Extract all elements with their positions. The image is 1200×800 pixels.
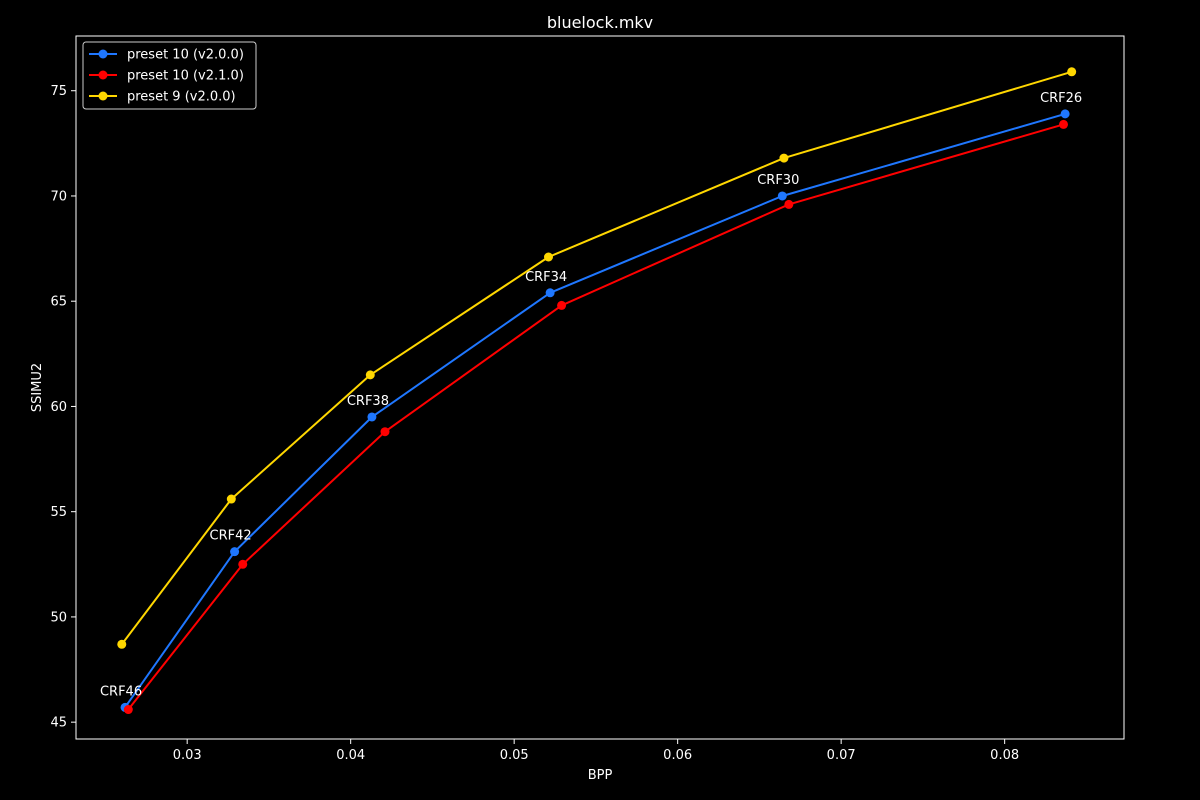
crf-annotation: CRF26 (1040, 91, 1082, 106)
crf-annotation: CRF42 (210, 529, 252, 544)
legend-swatch-marker (98, 91, 108, 101)
data-point (367, 412, 377, 422)
x-tick-label: 0.07 (827, 748, 856, 763)
data-point (543, 252, 553, 262)
data-point (557, 300, 567, 310)
data-point (123, 705, 133, 715)
x-tick-label: 0.03 (173, 748, 202, 763)
series-layer (117, 67, 1077, 715)
y-tick-label: 45 (50, 716, 67, 731)
x-tick-label: 0.08 (990, 748, 1019, 763)
y-tick-label: 75 (50, 84, 67, 99)
y-tick-label: 70 (50, 189, 67, 204)
y-axis: 45 50 55 60 65 70 75 (50, 84, 76, 731)
crf-annotation: CRF34 (525, 270, 567, 285)
y-tick-label: 60 (50, 400, 67, 415)
legend-label: preset 9 (v2.0.0) (127, 90, 236, 105)
x-tick-label: 0.04 (336, 748, 365, 763)
series-line (124, 112, 1066, 708)
chart-title: bluelock.mkv (547, 13, 653, 32)
data-point (1059, 119, 1069, 129)
data-point (1067, 67, 1077, 77)
plot-frame (75, 35, 1125, 740)
x-axis-label: BPP (588, 768, 613, 783)
data-point (777, 191, 787, 201)
crf-annotation: CRF46 (100, 684, 142, 699)
legend-label: preset 10 (v2.0.0) (127, 48, 244, 63)
legend-item: preset 9 (v2.0.0) (89, 90, 236, 105)
data-point (117, 639, 127, 649)
data-point (380, 427, 390, 437)
data-point (1060, 109, 1070, 119)
data-point (784, 199, 794, 209)
data-point (230, 547, 240, 557)
crf-annotation: CRF38 (347, 394, 389, 409)
legend-item: preset 10 (v2.0.0) (89, 48, 244, 63)
y-axis-label: SSIMU2 (30, 363, 45, 412)
y-tick-label: 50 (50, 610, 67, 625)
x-axis: 0.03 0.04 0.05 0.06 0.07 0.08 (173, 739, 1019, 763)
plot-area (75, 35, 1125, 740)
series-line (121, 70, 1072, 645)
data-point (545, 288, 555, 298)
data-point (226, 494, 236, 504)
x-tick-label: 0.06 (663, 748, 692, 763)
data-point (238, 559, 248, 569)
legend-swatch-marker (98, 70, 108, 80)
series-2 (123, 119, 1069, 715)
legend-item: preset 10 (v2.1.0) (89, 69, 244, 84)
legend-swatch-marker (98, 49, 108, 59)
legend-box (82, 41, 257, 110)
crf-annotation: CRF30 (757, 173, 799, 188)
series-line (127, 123, 1064, 711)
y-tick-label: 55 (50, 505, 67, 520)
x-tick-label: 0.05 (500, 748, 529, 763)
y-tick-label: 65 (50, 295, 67, 310)
series-3 (117, 67, 1077, 649)
legend-label: preset 10 (v2.1.0) (127, 69, 244, 84)
data-point (779, 153, 789, 163)
legend: preset 10 (v2.0.0) preset 10 (v2.1.0) pres… (82, 41, 257, 110)
data-point (365, 370, 375, 380)
annotation-layer: CRF46 CRF42 CRF38 CRF34 CRF30 CRF26 (100, 91, 1082, 700)
